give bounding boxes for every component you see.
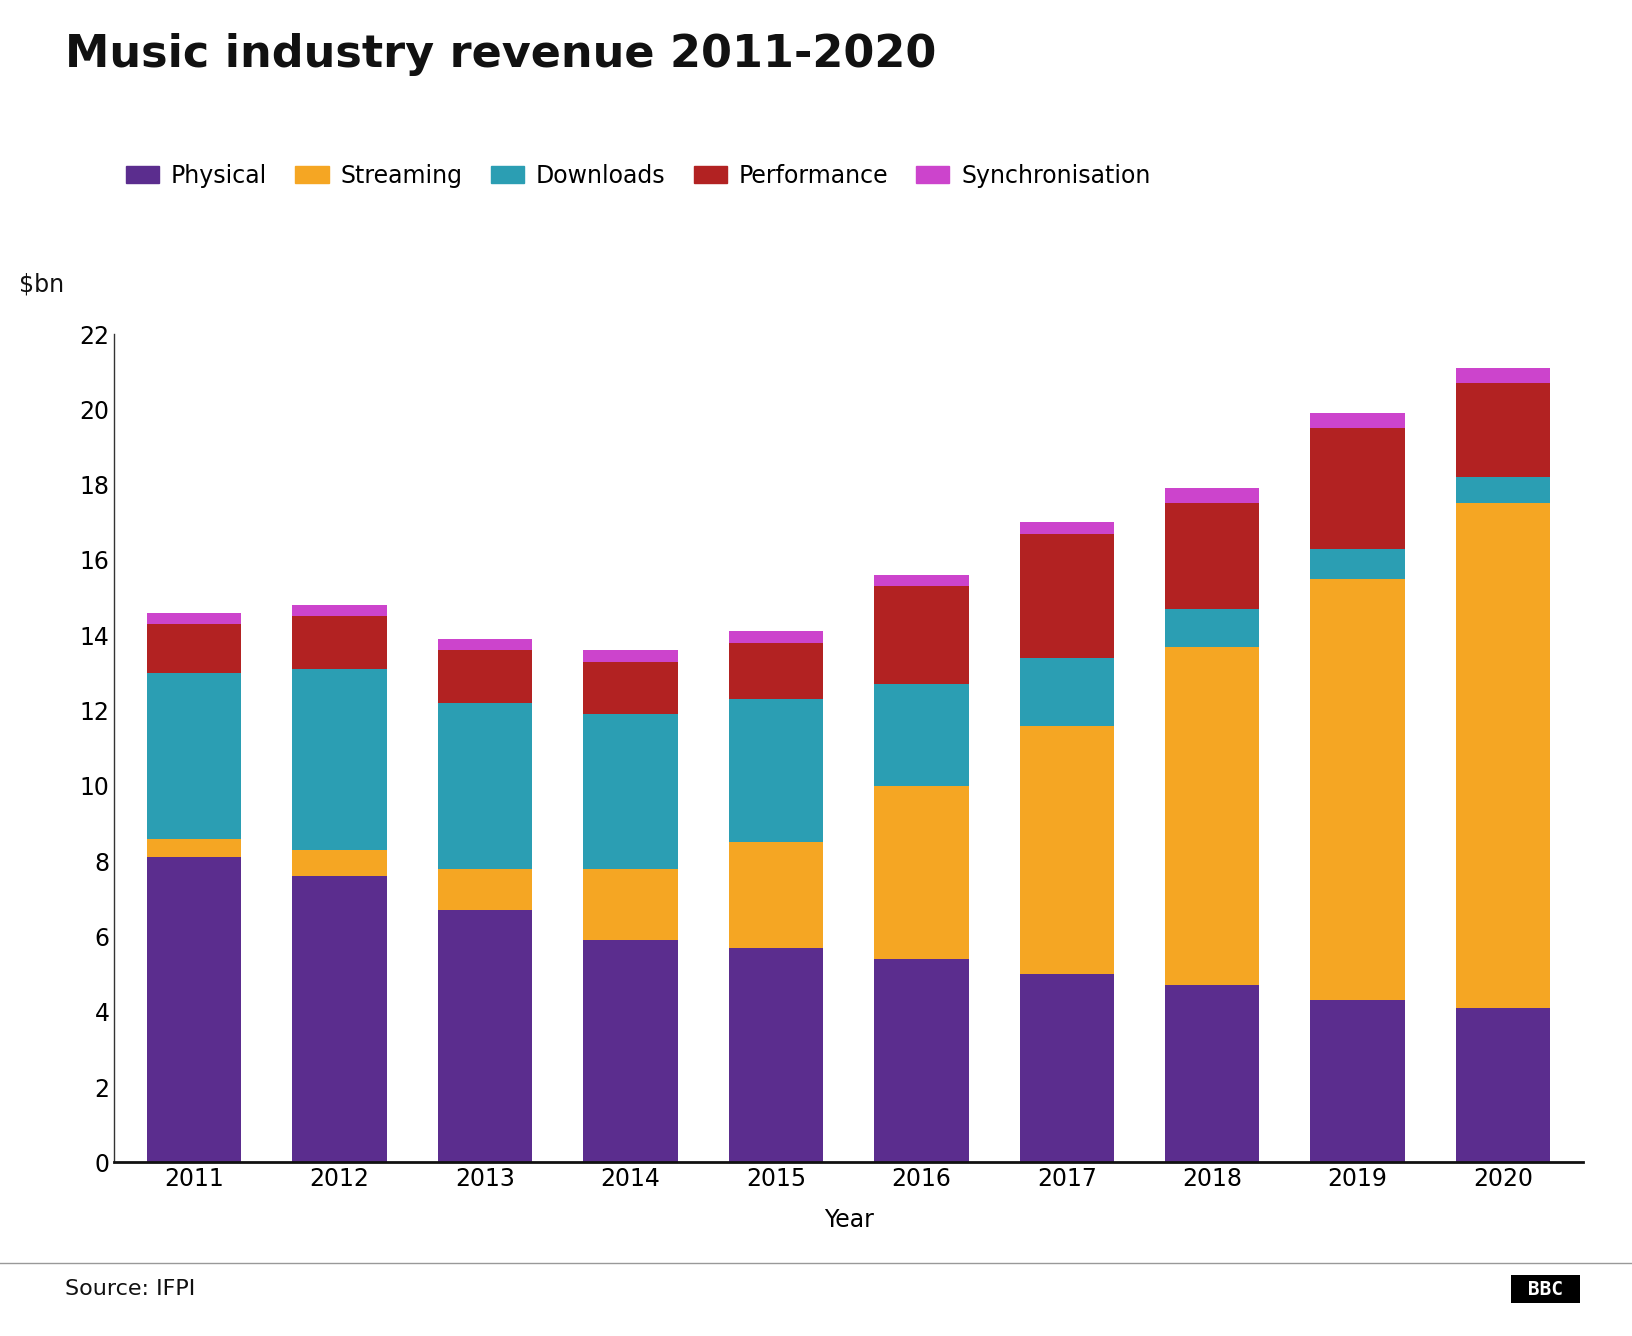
Bar <box>583 715 677 868</box>
Bar <box>437 910 532 1162</box>
Bar <box>147 613 242 624</box>
Bar <box>1456 504 1550 1007</box>
Bar <box>1456 1007 1550 1162</box>
Bar <box>147 858 242 1162</box>
Bar <box>292 669 387 850</box>
Bar <box>1165 489 1260 504</box>
Bar <box>1310 1001 1405 1162</box>
X-axis label: Year: Year <box>824 1208 873 1232</box>
Bar <box>1310 549 1405 578</box>
Bar <box>1456 367 1550 383</box>
Bar <box>1165 647 1260 986</box>
Bar <box>1020 974 1115 1162</box>
Bar <box>292 850 387 876</box>
Legend: Physical, Streaming, Downloads, Performance, Synchronisation: Physical, Streaming, Downloads, Performa… <box>126 163 1151 187</box>
Bar <box>147 839 242 858</box>
Bar <box>728 699 823 842</box>
Text: $bn: $bn <box>20 273 64 297</box>
Bar <box>1020 725 1115 974</box>
Bar <box>1310 413 1405 428</box>
Bar <box>1165 609 1260 647</box>
Bar <box>583 941 677 1162</box>
Bar <box>875 684 969 786</box>
Text: BBC: BBC <box>1516 1280 1575 1299</box>
Bar <box>1310 578 1405 1001</box>
Bar <box>728 947 823 1162</box>
Bar <box>292 605 387 616</box>
Bar <box>292 616 387 669</box>
Bar <box>437 651 532 703</box>
Bar <box>1165 504 1260 609</box>
Bar <box>1456 477 1550 504</box>
Bar <box>147 673 242 839</box>
Bar <box>1020 657 1115 725</box>
Bar <box>728 632 823 643</box>
Bar <box>728 643 823 699</box>
Bar <box>1020 533 1115 657</box>
Bar <box>1310 428 1405 549</box>
Bar <box>1456 383 1550 477</box>
Bar <box>1020 522 1115 533</box>
Bar <box>437 703 532 868</box>
Bar <box>147 624 242 673</box>
Bar <box>437 639 532 651</box>
Bar <box>583 651 677 661</box>
Text: Source: IFPI: Source: IFPI <box>65 1279 196 1299</box>
Bar <box>728 842 823 947</box>
Text: Music industry revenue 2011-2020: Music industry revenue 2011-2020 <box>65 33 937 76</box>
Bar <box>875 574 969 587</box>
Bar <box>875 959 969 1162</box>
Bar <box>875 786 969 959</box>
Bar <box>583 661 677 715</box>
Bar <box>437 868 532 910</box>
Bar <box>1165 986 1260 1162</box>
Bar <box>292 876 387 1162</box>
Bar <box>875 587 969 684</box>
Bar <box>583 868 677 941</box>
